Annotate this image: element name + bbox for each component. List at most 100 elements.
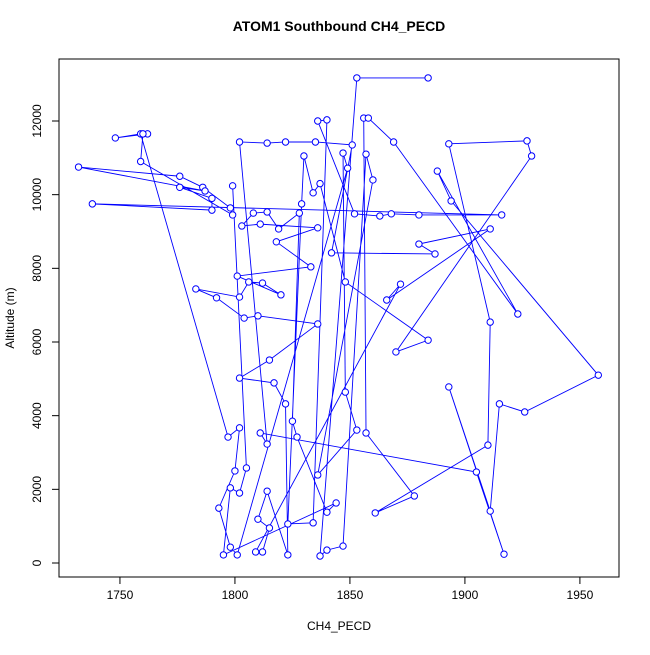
y-tick-label: 0: [30, 559, 44, 566]
data-point: [111, 134, 120, 142]
data-point: [316, 552, 324, 560]
data-point: [424, 336, 432, 344]
data-point: [498, 211, 506, 219]
data-point: [265, 356, 274, 364]
data-point: [311, 138, 320, 146]
data-point: [136, 157, 145, 166]
data-point: [249, 209, 258, 217]
y-tick-label: 10000: [30, 178, 44, 212]
data-point: [233, 272, 241, 280]
data-point: [235, 374, 244, 382]
data-point: [284, 551, 292, 559]
y-axis-label: Altitude (m): [3, 287, 17, 348]
data-point: [500, 550, 508, 558]
data-point: [288, 417, 297, 425]
data-point: [323, 546, 331, 554]
data-point: [484, 441, 492, 449]
data-point: [376, 212, 384, 220]
data-point: [392, 348, 400, 356]
data-point: [233, 551, 241, 559]
data-point: [415, 240, 423, 248]
data-point: [245, 278, 253, 286]
y-tick-label: 12000: [30, 104, 44, 138]
data-point: [274, 225, 283, 233]
data-point: [314, 471, 322, 479]
data-point: [353, 74, 361, 82]
data-point: [362, 429, 370, 437]
data-point: [263, 487, 271, 495]
data-point: [235, 489, 244, 497]
data-point: [242, 464, 251, 472]
data-point: [201, 187, 209, 195]
data-point: [88, 200, 97, 208]
data-point: [486, 318, 494, 326]
data-point: [281, 400, 290, 408]
data-point: [447, 197, 455, 205]
data-point: [339, 542, 347, 550]
data-point: [445, 140, 453, 148]
data-point: [293, 433, 301, 441]
x-tick-label: 1950: [567, 588, 594, 602]
data-point: [215, 504, 223, 512]
data-point: [281, 138, 290, 146]
data-point: [495, 400, 504, 408]
data-point: [396, 280, 405, 288]
x-tick-label: 1750: [107, 588, 134, 602]
data-point: [265, 524, 274, 532]
data-point: [472, 468, 481, 476]
data-point: [514, 310, 522, 318]
x-tick-label: 1800: [222, 588, 249, 602]
data-point: [231, 467, 239, 475]
data-point: [226, 484, 235, 492]
data-point: [263, 139, 271, 147]
data-point: [74, 163, 83, 171]
data-point: [350, 210, 359, 218]
data-point: [323, 508, 331, 516]
data-point: [139, 130, 147, 138]
data-point: [309, 519, 317, 527]
data-point: [219, 551, 228, 559]
y-tick-label: 4000: [30, 402, 44, 429]
data-point: [226, 204, 235, 212]
data-point: [212, 294, 221, 302]
data-point: [594, 371, 603, 379]
data-point: [323, 116, 331, 124]
data-point: [235, 424, 244, 432]
data-point: [424, 74, 432, 82]
data-point: [238, 222, 246, 230]
data-point: [256, 429, 264, 437]
data-point: [307, 263, 315, 271]
data-point: [254, 312, 262, 320]
data-point: [486, 507, 494, 515]
data-point: [235, 293, 244, 301]
data-point: [228, 182, 237, 190]
data-point: [353, 426, 361, 434]
data-point: [362, 150, 370, 158]
data-point: [527, 152, 536, 160]
data-point: [272, 238, 281, 246]
data-point: [297, 200, 306, 208]
data-point: [258, 279, 267, 287]
data-point: [270, 379, 278, 387]
data-point: [300, 152, 308, 160]
data-point: [235, 138, 244, 146]
data-point: [332, 499, 340, 507]
data-point: [295, 209, 304, 217]
y-tick-label: 6000: [30, 328, 44, 355]
data-point: [228, 211, 237, 219]
data-point: [251, 548, 260, 556]
x-tick-label: 1850: [337, 588, 364, 602]
chart-title: ATOM1 Southbound CH4_PECD: [233, 18, 446, 34]
data-point: [176, 172, 184, 180]
data-point: [314, 224, 322, 232]
data-point: [369, 176, 377, 184]
data-point: [208, 206, 216, 214]
data-point: [314, 117, 322, 125]
data-point: [309, 189, 317, 197]
data-point: [431, 250, 439, 258]
data-point: [415, 211, 423, 219]
data-point: [208, 194, 216, 203]
data-point: [383, 296, 391, 304]
